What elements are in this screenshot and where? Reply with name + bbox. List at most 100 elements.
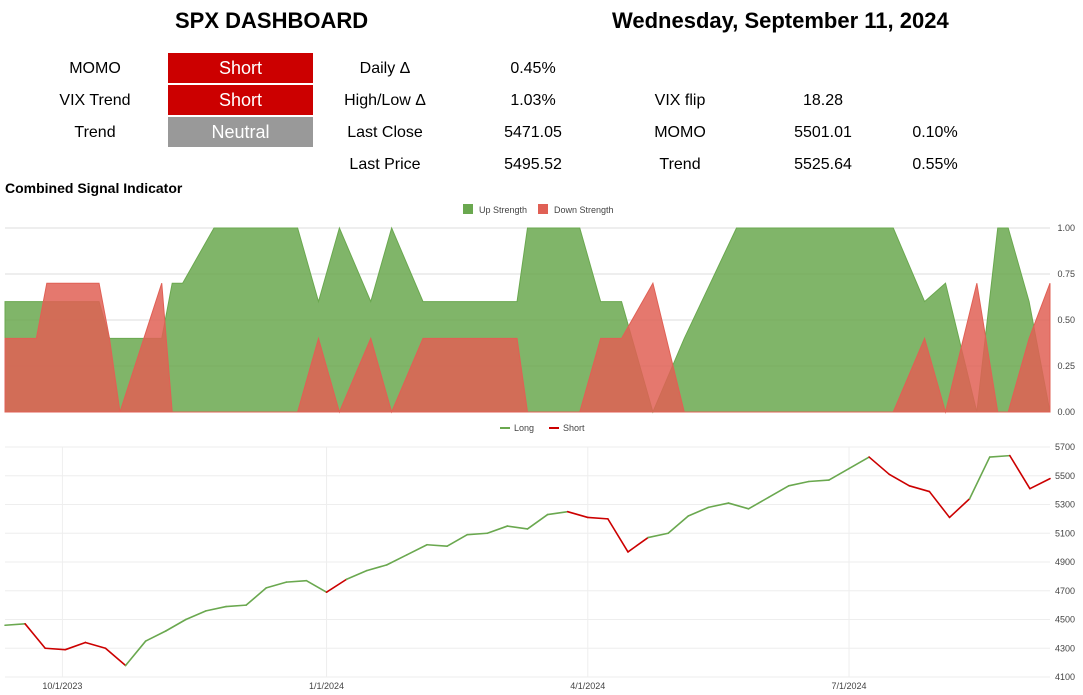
price-segment-short — [627, 536, 649, 553]
price-segment-long — [988, 454, 1011, 458]
stat-value-highlow: 1.03% — [510, 92, 556, 109]
price-segment-long — [205, 605, 227, 612]
price-segment-long — [546, 510, 569, 516]
legend-label-down-strength: Down Strength — [554, 205, 614, 215]
stat-label-highlow: High/Low Δ — [344, 92, 426, 109]
price-segment-long — [848, 456, 870, 470]
price-segment-long — [828, 467, 850, 481]
price-segment-long — [144, 630, 167, 642]
price-line-chart: Long Short 5700 5500 5300 5100 4900 4700 4500 43… — [4, 423, 1075, 691]
price-segment-long — [164, 618, 187, 632]
price-segment-long — [526, 513, 549, 530]
price-segment-short — [566, 510, 589, 519]
price-segment-long — [124, 640, 147, 667]
price-segment-short — [908, 485, 931, 493]
level-label-momo: MOMO — [654, 124, 706, 141]
price-segment-long — [787, 480, 810, 487]
price-segment-short — [1009, 454, 1031, 490]
price-segment-short — [64, 641, 87, 651]
y-tick-label: 5500 — [1055, 471, 1075, 481]
y-tick-label: 0.50 — [1057, 315, 1075, 325]
y-tick-label: 4900 — [1055, 557, 1075, 567]
price-segment-long — [808, 479, 830, 483]
legend-label-short: Short — [563, 423, 585, 433]
price-segment-long — [185, 610, 207, 621]
price-segment-short — [24, 623, 46, 650]
price-segment-long — [446, 533, 469, 547]
signal-badge-momo: Short — [168, 53, 313, 83]
price-segment-long — [687, 506, 710, 517]
level-label-vix-flip: VIX flip — [654, 92, 706, 109]
level-value-momo: 5501.01 — [794, 124, 852, 141]
down-strength-area — [4, 281, 1051, 414]
y-tick-label: 4700 — [1055, 586, 1075, 596]
section-title: Combined Signal Indicator — [5, 180, 183, 196]
legend-label-long: Long — [514, 423, 534, 433]
stat-label-last-price: Last Price — [349, 156, 421, 173]
y-tick-label: 5700 — [1055, 442, 1075, 452]
level-pct-trend: 0.55% — [912, 156, 958, 173]
x-tick-label: 7/1/2024 — [832, 681, 867, 691]
legend-label-up-strength: Up Strength — [479, 205, 527, 215]
price-segment-short — [868, 456, 891, 476]
y-tick-label: 0.00 — [1057, 407, 1075, 417]
price-segment-long — [4, 623, 26, 627]
price-segment-short — [44, 647, 67, 651]
price-segment-short — [325, 578, 348, 593]
dashboard-title: SPX DASHBOARD — [175, 8, 369, 33]
stat-value-daily: 0.45% — [510, 60, 556, 77]
price-segment-short — [888, 473, 911, 487]
signal-label-vix-trend: VIX Trend — [59, 92, 131, 109]
price-segment-long — [767, 485, 790, 499]
price-segment-long — [245, 587, 268, 606]
level-value-trend: 5525.64 — [794, 156, 852, 173]
price-segment-short — [84, 641, 107, 650]
price-segment-long — [647, 532, 669, 539]
price-segment-long — [486, 525, 509, 535]
price-segment-long — [406, 543, 428, 556]
price-segment-short — [586, 516, 609, 520]
price-segment-long — [667, 515, 690, 535]
signal-badge-trend: Neutral — [168, 117, 313, 147]
x-tick-label: 10/1/2023 — [42, 681, 82, 691]
y-tick-label: 4300 — [1055, 643, 1075, 653]
y-tick-label: 5100 — [1055, 528, 1075, 538]
y-tick-label: 4100 — [1055, 672, 1075, 682]
price-segment-long — [747, 496, 770, 510]
y-tick-label: 0.75 — [1057, 269, 1075, 279]
signal-badge-vix-trend: Short — [168, 85, 313, 115]
price-segment-short — [1029, 477, 1051, 490]
level-pct-momo: 0.10% — [912, 124, 958, 141]
up-strength-area — [4, 226, 1051, 414]
stat-label-last-close: Last Close — [347, 124, 423, 141]
price-segment-long — [426, 543, 448, 547]
price-segment-long — [365, 564, 388, 572]
level-value-vix-flip: 18.28 — [802, 92, 844, 109]
price-segment-short — [607, 518, 629, 553]
price-segment-long — [265, 581, 288, 589]
price-segment-long — [225, 604, 247, 608]
x-tick-label: 1/1/2024 — [309, 681, 344, 691]
y-tick-label: 0.25 — [1057, 361, 1075, 371]
legend-swatch-up-strength — [463, 204, 473, 214]
dashboard-date: Wednesday, September 11, 2024 — [612, 8, 949, 33]
y-tick-label: 1.00 — [1057, 223, 1075, 233]
price-segment-short — [104, 647, 127, 667]
price-segment-long — [386, 554, 408, 566]
price-segment-long — [285, 579, 308, 583]
stat-value-last-close: 5471.05 — [504, 124, 562, 141]
price-segment-long — [506, 525, 529, 530]
x-tick-label: 4/1/2024 — [570, 681, 605, 691]
price-segment-long — [345, 569, 368, 581]
price-segment-short — [928, 490, 951, 519]
level-label-trend: Trend — [659, 156, 701, 173]
stat-value-last-price: 5495.52 — [504, 156, 562, 173]
signal-area-chart: Up Strength Down Strength 1.00 0.75 0.50 0.2… — [4, 204, 1075, 417]
y-tick-label: 5300 — [1055, 500, 1075, 510]
signal-label-trend: Trend — [74, 124, 116, 141]
price-segment-long — [305, 579, 328, 593]
stat-label-daily: Daily Δ — [359, 60, 411, 77]
price-segment-short — [948, 497, 971, 519]
legend-swatch-down-strength — [538, 204, 548, 214]
price-segment-long — [707, 502, 730, 509]
